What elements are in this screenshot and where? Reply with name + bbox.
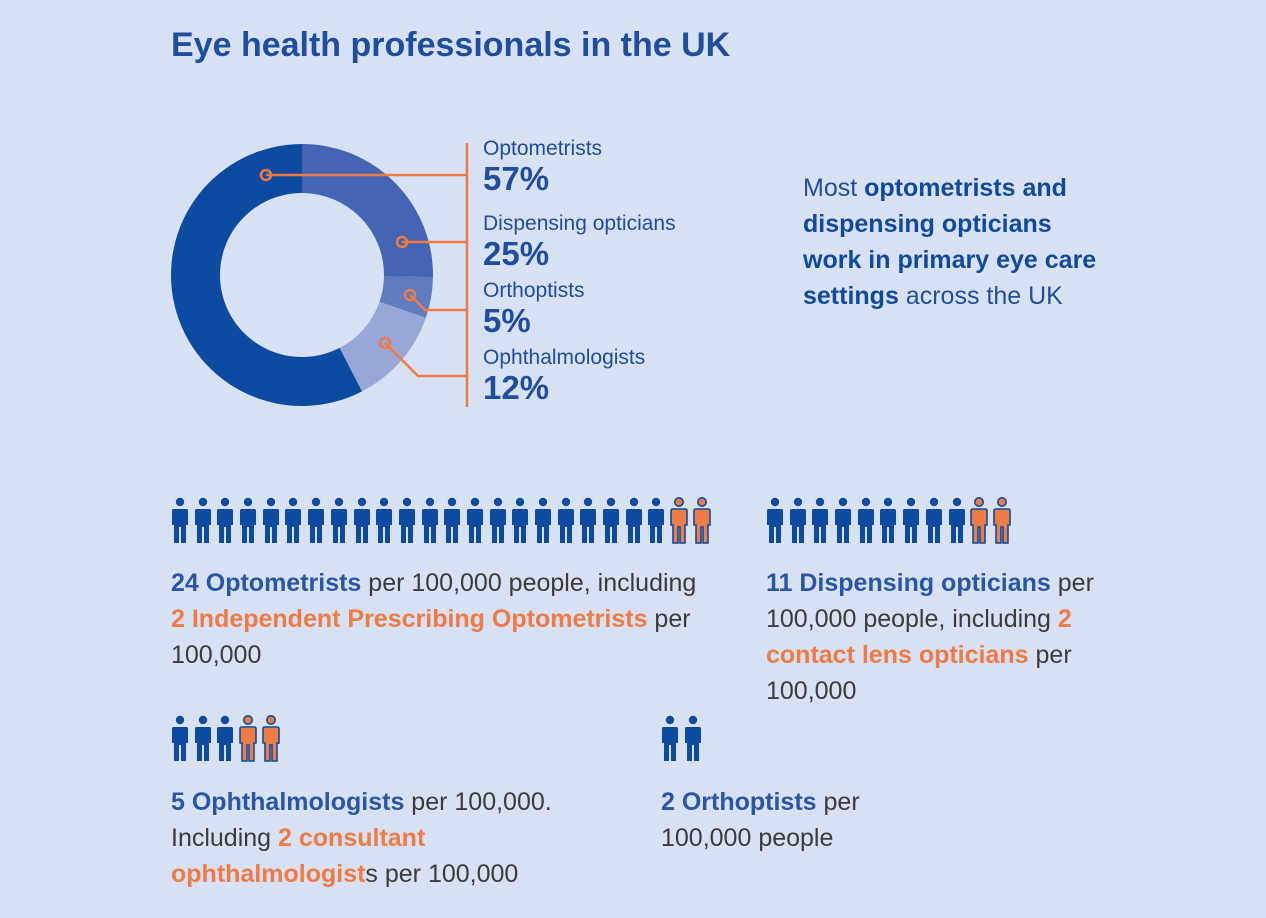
person-icon [789, 497, 807, 547]
person-icon [353, 497, 371, 547]
desc-segment: 2 Orthoptists [661, 788, 817, 816]
desc-segment: 5 Ophthalmologists [171, 788, 405, 816]
legend-label: Dispensing opticians [483, 212, 676, 235]
person-icon-highlighted [970, 497, 988, 547]
desc-segment: per 100,000 [766, 641, 1072, 705]
leader-dot [378, 336, 392, 350]
legend-item-ophthalmologists: Ophthalmologists 12% [483, 346, 645, 406]
legend-item-orthoptists: Orthoptists 5% [483, 279, 585, 339]
people-icons-optometrists [171, 497, 716, 549]
side-note: Most optometrists and dispensing opticia… [803, 170, 1103, 314]
legend-label: Optometrists [483, 137, 603, 160]
leader-line [409, 294, 466, 312]
person-icon [171, 715, 189, 765]
legend-value: 57% [483, 160, 550, 197]
desc-segment: per 100,000 people, including [766, 569, 1094, 633]
person-icon-highlighted [993, 497, 1011, 547]
person-icon [284, 497, 302, 547]
donut-slice-optometrists [171, 144, 363, 406]
person-icon [511, 497, 529, 547]
person-icon [811, 497, 829, 547]
person-icon [902, 497, 920, 547]
legend-item-optometrists: Optometrists 57% [483, 137, 602, 197]
person-icon-highlighted [693, 497, 711, 547]
person-icon [602, 497, 620, 547]
legend-label: Orthoptists [483, 279, 585, 302]
donut-slice-dispensing-opticians [302, 144, 434, 278]
person-icon-highlighted [261, 715, 280, 765]
people-icons-orthoptists [661, 715, 706, 767]
legend-label: Ophthalmologists [483, 346, 646, 369]
person-icon [879, 497, 897, 547]
person-icon [194, 715, 212, 765]
person-icon [466, 497, 484, 547]
person-icon [216, 497, 234, 547]
side-note-text-end: across the UK [898, 282, 1063, 310]
desc-segment: 2 consultant ophthalmologist [171, 824, 426, 888]
person-icon [579, 497, 597, 547]
desc-segment: per 100,000 people [661, 788, 860, 852]
leader-dot [259, 168, 273, 182]
person-icon [834, 497, 852, 547]
legend-item-dispensing: Dispensing opticians 25% [483, 212, 676, 272]
leader-dot [403, 288, 417, 302]
desc-orthoptists: 2 Orthoptists per 100,000 people [661, 784, 931, 856]
person-icon [684, 715, 702, 765]
side-note-text: Most [803, 174, 865, 202]
leader-dot [395, 235, 409, 249]
person-icon [661, 715, 679, 765]
desc-optometrists: 24 Optometrists per 100,000 people, incl… [171, 565, 711, 673]
desc-dispensing: 11 Dispensing opticians per 100,000 peop… [766, 565, 1116, 709]
person-icon-highlighted [239, 715, 257, 765]
person-icon [330, 497, 348, 547]
person-icon [443, 497, 461, 547]
person-icon [421, 497, 439, 547]
legend-value: 25% [483, 235, 550, 272]
desc-segment: 2 contact lens opticians [766, 605, 1072, 669]
side-note-bold: optometrists and dispensing opticians wo… [803, 174, 1097, 310]
person-icon [216, 715, 234, 765]
person-icon [398, 497, 416, 547]
person-icon [534, 497, 552, 547]
desc-ophthalmologists: 5 Ophthalmologists per 100,000. Includin… [171, 784, 631, 892]
person-icon [194, 497, 212, 547]
person-icon [262, 497, 280, 547]
person-icon [557, 497, 575, 547]
desc-segment: 24 Optometrists [171, 569, 362, 597]
person-icon [239, 497, 257, 547]
desc-segment: 2 Independent Prescribing Optometrists [171, 605, 648, 633]
person-icon [375, 497, 393, 547]
legend-value: 12% [483, 369, 550, 406]
desc-segment: 11 Dispensing opticians [766, 569, 1051, 597]
person-icon-highlighted [670, 497, 688, 547]
leader-line [384, 342, 466, 378]
desc-segment: per 100,000 people, including [361, 569, 697, 597]
person-icon [489, 497, 507, 547]
person-icon [766, 497, 784, 547]
people-icons-dispensing [766, 497, 1016, 549]
person-icon [857, 497, 875, 547]
desc-segment: per 100,000 [171, 605, 691, 669]
person-icon [948, 497, 966, 547]
chart-title: Eye health professionals in the UK [171, 26, 731, 64]
desc-segment: per 100,000. Including [171, 788, 552, 852]
person-icon [307, 497, 325, 547]
legend-value: 5% [483, 302, 531, 339]
person-icon [171, 497, 189, 547]
desc-segment: s per 100,000 [365, 860, 519, 888]
person-icon [647, 497, 665, 547]
person-icon [925, 497, 943, 547]
people-icons-ophthalmologists [171, 715, 284, 767]
person-icon [625, 497, 643, 547]
